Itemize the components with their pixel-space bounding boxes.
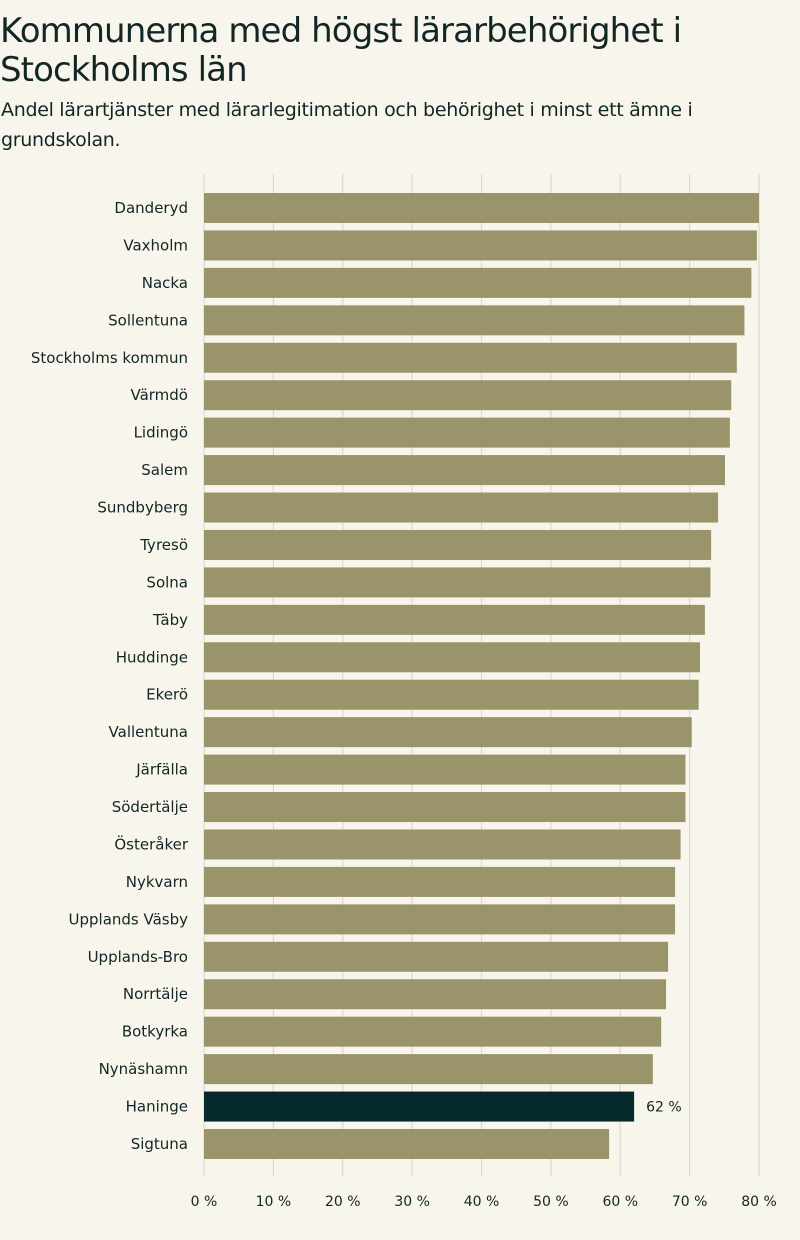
category-label: Vaxholm — [123, 236, 188, 254]
category-label: Salem — [141, 461, 188, 479]
category-label: Ekerö — [146, 686, 188, 704]
bar — [204, 267, 752, 298]
chart-subtitle: Andel lärartjänster med lärarlegitimatio… — [1, 99, 693, 151]
bar — [204, 979, 667, 1010]
bar — [204, 567, 711, 598]
bar — [204, 1016, 662, 1047]
category-label: Värmdö — [130, 386, 188, 404]
bar — [204, 754, 686, 785]
category-label: Stockholms kommun — [31, 349, 188, 367]
category-label: Sollentuna — [108, 311, 188, 329]
category-label: Lidingö — [134, 424, 188, 442]
bar — [204, 193, 759, 223]
bar — [204, 417, 730, 448]
bar — [204, 529, 712, 560]
category-label: Botkyrka — [122, 1023, 188, 1041]
bar — [204, 792, 686, 823]
x-tick-label: 60 % — [602, 1194, 638, 1210]
x-tick-label: 10 % — [256, 1194, 292, 1210]
bars — [204, 193, 759, 1159]
category-label: Nynäshamn — [99, 1060, 188, 1078]
category-label: Nykvarn — [126, 873, 188, 891]
x-tick-label: 0 % — [191, 1194, 218, 1210]
bar — [204, 342, 737, 373]
bar — [204, 455, 726, 486]
category-label: Österåker — [114, 834, 188, 853]
x-tick-label: 70 % — [672, 1194, 708, 1210]
bar — [204, 1129, 610, 1159]
category-label: Sigtuna — [131, 1135, 188, 1153]
category-label: Danderyd — [114, 199, 188, 217]
x-tick-label: 20 % — [325, 1194, 361, 1210]
category-label: Täby — [152, 611, 188, 629]
category-label: Upplands-Bro — [88, 948, 188, 966]
bar — [204, 1054, 653, 1085]
bar — [204, 230, 757, 261]
category-label: Haninge — [126, 1098, 188, 1116]
category-label: Tyresö — [139, 536, 188, 554]
category-label: Huddinge — [116, 648, 188, 666]
category-label: Vallentuna — [109, 723, 188, 741]
category-label: Sundbyberg — [97, 499, 188, 517]
bar — [204, 866, 676, 897]
bar — [204, 829, 681, 860]
bar — [204, 679, 699, 710]
x-axis-ticks: 0 % 10 % 20 % 30 % 40 % 50 % 60 % 70 % 80 % — [191, 1194, 777, 1210]
x-tick-label: 50 % — [533, 1194, 569, 1210]
bar — [204, 904, 676, 935]
chart-title: Kommunerna med högst lärarbehörighet i S… — [0, 11, 682, 90]
bar — [204, 380, 732, 411]
bar — [204, 305, 745, 336]
bar-highlight — [204, 1091, 635, 1122]
category-label: Norrtälje — [123, 985, 188, 1003]
category-label: Järfälla — [135, 761, 188, 779]
value-label: 62 % — [646, 1100, 682, 1116]
category-label: Solna — [146, 573, 188, 591]
bar — [204, 492, 719, 523]
bar — [204, 941, 669, 972]
x-tick-label: 30 % — [394, 1194, 430, 1210]
category-label: Södertälje — [112, 798, 188, 816]
bar — [204, 604, 705, 635]
annotations: 62 % — [646, 1100, 682, 1116]
bar — [204, 717, 692, 748]
x-tick-label: 80 % — [741, 1194, 777, 1210]
x-tick-label: 40 % — [464, 1194, 500, 1210]
category-labels: Danderyd Vaxholm Nacka Sollentuna Stockholms… — [31, 199, 189, 1153]
bar — [204, 642, 701, 673]
category-label: Nacka — [142, 274, 188, 292]
category-label: Upplands Väsby — [69, 910, 189, 928]
